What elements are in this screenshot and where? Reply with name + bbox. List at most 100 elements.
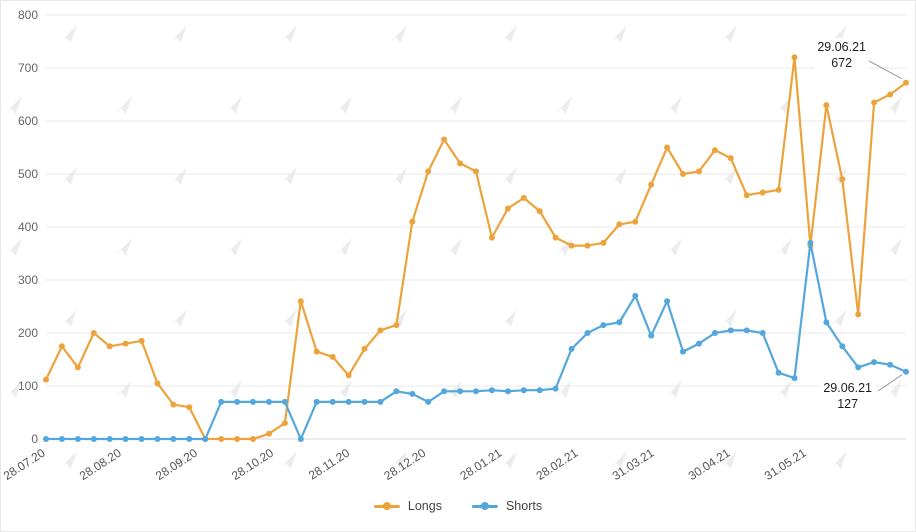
watermark-logo-icon (390, 25, 407, 43)
x-axis-label: 28.11.20 (306, 446, 352, 483)
watermark-logo-icon (885, 96, 902, 114)
shorts-marker (504, 388, 511, 395)
shorts-marker (457, 388, 464, 395)
shorts-marker (823, 319, 830, 326)
shorts-marker (329, 398, 336, 405)
shorts-series-swatch-icon (471, 502, 498, 510)
annotation-shorts-last-value: 29.06.21 127 (820, 379, 875, 413)
shorts-marker (138, 436, 145, 442)
watermark-logo-icon (5, 96, 22, 114)
y-axis-label: 800 (18, 8, 38, 22)
longs-marker (727, 155, 734, 162)
longs-marker (90, 330, 97, 336)
watermark-logo-icon (610, 25, 627, 43)
legend-item-longs[interactable]: Longs (373, 499, 442, 513)
watermark-logo-icon (445, 380, 462, 398)
shorts-marker (409, 390, 416, 397)
watermark-logo-icon (60, 167, 77, 185)
shorts-marker (377, 398, 384, 405)
longs-marker (584, 242, 591, 249)
watermark-logo-icon (500, 451, 517, 469)
watermark-logo-icon (665, 380, 682, 398)
longs-marker (791, 54, 798, 61)
longs-marker (170, 401, 177, 408)
watermark-logo-icon (225, 238, 242, 256)
shorts-marker (727, 327, 734, 334)
watermark-logo-icon (775, 238, 792, 256)
shorts-marker (871, 359, 878, 366)
x-axis-label: 31.03.21 (610, 446, 657, 483)
y-axis-label: 400 (18, 220, 38, 234)
watermark-logo-icon (500, 167, 517, 185)
watermark-logo-icon (665, 96, 682, 114)
watermark-logo-icon (885, 380, 902, 398)
shorts-marker (43, 436, 49, 442)
shorts-marker (791, 375, 798, 382)
shorts-marker (154, 436, 161, 442)
longs-series-swatch-icon (373, 502, 400, 510)
longs-marker (504, 205, 511, 212)
shorts-marker (234, 398, 241, 405)
longs-marker (473, 168, 479, 175)
x-axis-label: 28.01.21 (457, 446, 504, 483)
y-axis-label: 100 (18, 379, 38, 393)
legend-item-shorts[interactable]: Shorts (471, 499, 542, 513)
watermark-logo-icon (390, 167, 407, 185)
longs-marker (600, 239, 607, 246)
shorts-marker (297, 436, 304, 442)
watermark-logo-icon (115, 96, 132, 114)
longs-marker (616, 221, 623, 228)
shorts-marker (759, 330, 766, 336)
annotation-connector (877, 374, 903, 392)
x-axis-label: 30.04.21 (686, 446, 733, 483)
watermark-logo-icon (280, 309, 297, 327)
shorts-marker (473, 388, 479, 395)
longs-marker (520, 194, 527, 201)
longs-marker (536, 208, 543, 215)
longs-marker (345, 372, 352, 379)
annotation-longs-last-value: 29.06.21 672 (814, 38, 869, 72)
watermark-logo-icon (335, 380, 352, 398)
longs-marker (664, 144, 671, 151)
x-axis-label: 28.07.20 (1, 446, 48, 483)
longs-marker (855, 311, 862, 318)
shorts-marker (648, 332, 655, 339)
shorts-marker (584, 330, 591, 336)
longs-marker (552, 234, 559, 241)
longs-marker (361, 345, 368, 352)
longs-marker (329, 353, 336, 360)
shorts-marker (839, 343, 846, 350)
shorts-marker (425, 398, 432, 405)
shorts-marker (743, 327, 750, 334)
longs-marker (186, 404, 193, 411)
shorts-marker (696, 340, 702, 347)
shorts-marker (281, 398, 288, 405)
watermark-logo-icon (60, 25, 77, 43)
shorts-marker (680, 348, 686, 355)
longs-marker (457, 160, 464, 167)
shorts-marker (170, 436, 177, 442)
shorts-marker (106, 436, 113, 442)
longs-marker (903, 79, 909, 86)
y-axis-label: 500 (18, 167, 38, 181)
watermark-logo-icon (830, 309, 847, 327)
shorts-marker (887, 361, 894, 368)
shorts-marker (775, 369, 782, 376)
x-axis-label: 28.12.20 (381, 446, 428, 483)
longs-marker (711, 147, 718, 154)
watermark-logo-icon (335, 238, 352, 256)
y-axis-label: 300 (18, 273, 38, 287)
y-axis-label: 600 (18, 114, 38, 128)
longs-marker (250, 436, 256, 442)
watermark-logo-icon (390, 451, 407, 469)
longs-marker (680, 171, 686, 177)
longs-marker (138, 337, 145, 344)
shorts-marker (58, 436, 65, 442)
shorts-marker (90, 436, 97, 442)
y-axis-label: 200 (18, 326, 38, 340)
shorts-marker (600, 322, 607, 329)
shorts-marker (632, 292, 639, 299)
shorts-marker (552, 385, 559, 392)
